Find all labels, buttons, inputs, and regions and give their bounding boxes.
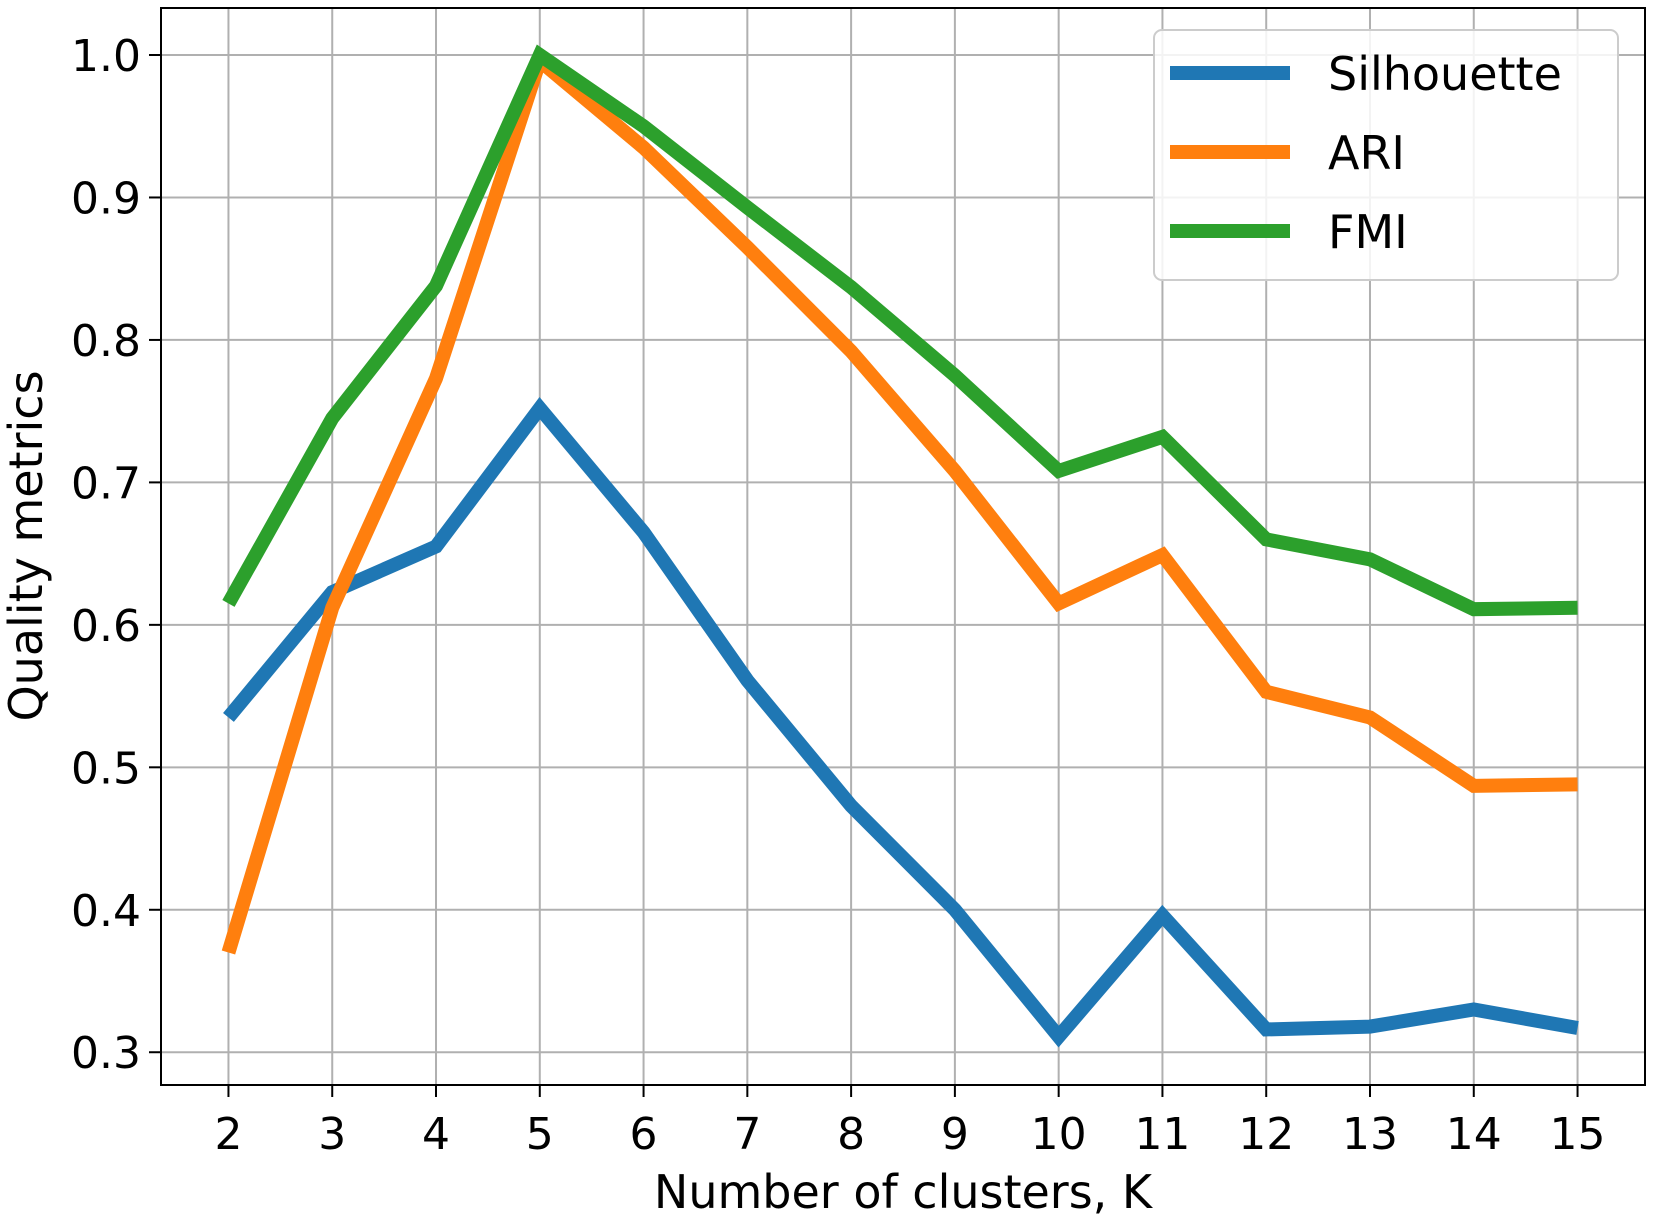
x-tick-label: 12: [1238, 1109, 1294, 1160]
legend-label-fmi: FMI: [1328, 205, 1408, 259]
x-tick-label: 7: [733, 1109, 761, 1160]
y-tick-label: 0.7: [71, 458, 141, 509]
y-tick-label: 1.0: [71, 31, 141, 82]
plot-frame: [160, 7, 1646, 1086]
series-line-silhouette: [223, 397, 1579, 1048]
x-tick-label: 10: [1031, 1109, 1087, 1160]
y-tick-label: 0.4: [71, 886, 141, 937]
y-tick-label: 0.3: [71, 1028, 141, 1079]
x-tick-label: 5: [526, 1109, 554, 1160]
legend: Silhouette ARI FMI: [1153, 29, 1619, 281]
y-axis-label: Quality metrics: [0, 370, 53, 721]
x-tick-label: 4: [422, 1109, 450, 1160]
x-axis: 2 3 4 5 6 7 8 9 10 11 12 13 14 15: [214, 1085, 1606, 1160]
series-line-ari: [221, 48, 1578, 955]
x-tick-label: 11: [1134, 1109, 1190, 1160]
x-tick-label: 6: [630, 1109, 658, 1160]
y-tick-label: 0.9: [71, 173, 141, 224]
x-tick-label: 13: [1342, 1109, 1398, 1160]
x-tick-label: 9: [941, 1109, 969, 1160]
series-layer: [221, 44, 1579, 1048]
x-axis-label: Number of clusters, K: [654, 1165, 1154, 1217]
series-line-fmi: [222, 44, 1578, 617]
legend-label-silhouette: Silhouette: [1328, 47, 1562, 101]
y-tick-label: 0.6: [71, 601, 141, 652]
x-tick-label: 15: [1550, 1109, 1606, 1160]
x-tick-label: 8: [837, 1109, 865, 1160]
x-tick-label: 2: [214, 1109, 242, 1160]
x-tick-label: 3: [318, 1109, 346, 1160]
x-tick-label: 14: [1446, 1109, 1502, 1160]
legend-box: [1153, 29, 1619, 281]
y-axis: 0.3 0.4 0.5 0.6 0.7 0.8 0.9 1.0: [71, 31, 161, 1079]
legend-label-ari: ARI: [1328, 126, 1405, 180]
y-tick-label: 0.8: [71, 316, 141, 367]
y-tick-label: 0.5: [71, 743, 141, 794]
